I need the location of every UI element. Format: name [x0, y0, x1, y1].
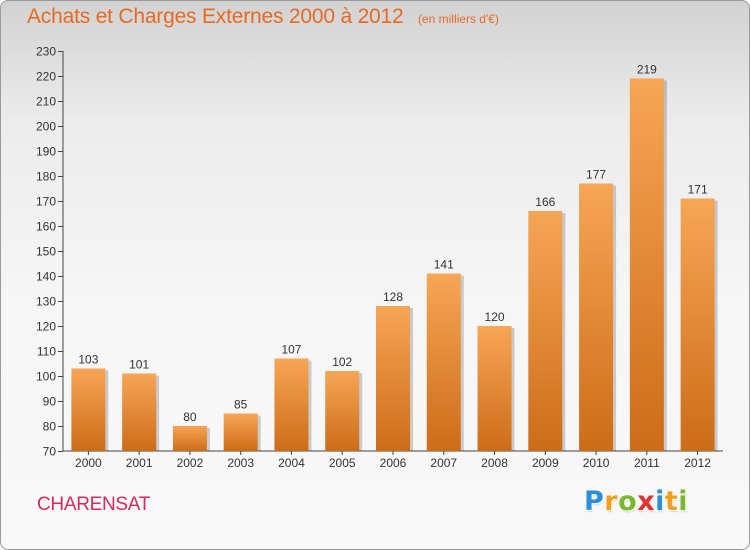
x-tick-label: 2009 [532, 456, 559, 470]
x-tick-label: 2008 [481, 456, 508, 470]
bar-2000 [71, 368, 106, 451]
bar-2001 [122, 373, 157, 451]
x-tick-label: 2002 [177, 456, 204, 470]
bar-2005 [325, 371, 360, 451]
x-tick-label: 2005 [329, 456, 356, 470]
y-tick-label: 130 [36, 295, 56, 309]
bar-2003 [223, 413, 258, 451]
x-tick-label: 2011 [634, 456, 660, 470]
data-label: 219 [637, 63, 657, 77]
logo-letter: i [678, 486, 689, 517]
y-tick-label: 180 [36, 170, 56, 184]
bar-2011 [629, 78, 664, 451]
x-tick-label: 2012 [684, 456, 711, 470]
bar-2012 [680, 198, 715, 451]
proxiti-logo: Proxiti [584, 486, 688, 517]
chart-title: Achats et Charges Externes 2000 à 2012 [27, 5, 404, 28]
bar-2009 [528, 211, 563, 451]
y-tick-label: 80 [43, 420, 57, 434]
y-tick-label: 110 [37, 345, 56, 359]
bar-2007 [426, 273, 461, 451]
data-label: 177 [586, 168, 606, 182]
data-label: 166 [535, 195, 555, 209]
logo-letter: t [664, 486, 679, 517]
logo-letter: x [637, 486, 656, 517]
data-label: 103 [78, 353, 98, 367]
y-tick-label: 70 [43, 445, 57, 459]
data-label: 102 [332, 355, 352, 369]
y-tick-label: 140 [36, 270, 56, 284]
bar-2006 [376, 306, 410, 451]
logo-letter: i [655, 486, 665, 517]
data-label: 85 [234, 398, 248, 412]
data-label: 101 [129, 358, 149, 372]
data-label: 107 [281, 343, 301, 357]
unit-label: (en milliers d'€) [417, 12, 499, 26]
data-label: 120 [485, 310, 505, 324]
data-label: 171 [688, 183, 708, 197]
y-tick-label: 230 [36, 45, 56, 59]
logo-letter: r [604, 486, 619, 517]
y-tick-label: 170 [36, 195, 56, 209]
y-tick-label: 190 [36, 145, 56, 159]
x-tick-label: 2006 [380, 456, 407, 470]
bar-2002 [172, 426, 207, 451]
data-label: 80 [183, 410, 197, 424]
bar-2004 [274, 358, 309, 451]
title-row: Achats et Charges Externes 2000 à 2012 (… [27, 5, 499, 29]
y-tick-label: 100 [36, 370, 56, 384]
x-tick-label: 2001 [126, 456, 153, 470]
data-label: 141 [434, 258, 454, 272]
y-tick-label: 150 [36, 245, 56, 259]
labels: 2000 103 2001 101 2002 80 2003 85 2004 107 2005 102… [75, 63, 711, 471]
logo-letter: o [618, 486, 638, 517]
data-label: 128 [383, 290, 403, 304]
y-tick-label: 210 [36, 95, 56, 109]
commune-name: CHARENSAT [37, 494, 151, 515]
y-tick-label: 200 [36, 120, 56, 134]
x-tick-label: 2004 [278, 456, 305, 470]
x-tick-label: 2010 [583, 456, 610, 470]
y-tick-label: 90 [43, 395, 57, 409]
logo-letter: P [584, 486, 605, 517]
x-tick-label: 2003 [227, 456, 254, 470]
x-tick-label: 2007 [430, 456, 457, 470]
bar-2010 [579, 183, 614, 451]
y-tick-label: 120 [36, 320, 56, 334]
x-tick-label: 2000 [75, 456, 102, 470]
bar-2008 [477, 326, 512, 451]
bars [71, 78, 718, 451]
y-tick-label: 160 [36, 220, 56, 234]
y-tick-label: 220 [36, 70, 56, 84]
